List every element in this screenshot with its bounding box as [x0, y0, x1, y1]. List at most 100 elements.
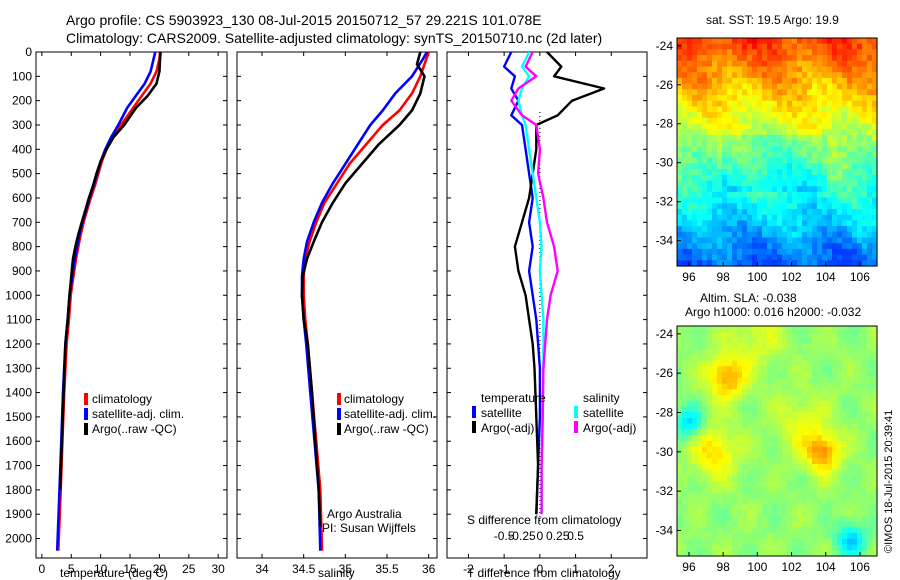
heatmap-cell — [772, 550, 778, 557]
heatmap-cell — [817, 521, 823, 528]
heatmap-cell — [842, 550, 848, 557]
heatmap-cell — [727, 377, 733, 385]
heatmap-cell — [712, 349, 718, 356]
heatmap-cell — [787, 481, 793, 488]
heatmap-cell — [822, 544, 828, 551]
heatmap-cell — [852, 395, 858, 402]
heatmap-cell — [707, 197, 713, 204]
heatmap-cell — [797, 174, 803, 182]
heatmap-cell — [697, 226, 703, 233]
heatmap-cell — [862, 77, 868, 85]
heatmap-cell — [682, 174, 688, 182]
heatmap-cell — [682, 395, 688, 402]
figure-title-line-2: Climatology: CARS2009. Satellite-adjuste… — [66, 30, 603, 46]
heatmap-cell — [837, 77, 843, 85]
heatmap-cell — [677, 243, 683, 250]
heatmap-cell — [682, 510, 688, 517]
heatmap-cell — [707, 492, 713, 500]
heatmap-cell — [712, 538, 718, 546]
heatmap-cell — [757, 203, 763, 210]
heatmap-cell — [762, 55, 768, 62]
heatmap-cell — [732, 498, 738, 505]
heatmap-cell — [737, 89, 743, 96]
heatmap-cell — [767, 360, 773, 367]
heatmap-cell — [857, 112, 863, 119]
heatmap-cell — [812, 100, 818, 107]
heatmap-cell — [712, 49, 718, 56]
heatmap-cell — [832, 226, 838, 233]
heatmap-cell — [787, 123, 793, 130]
heatmap-cell — [862, 331, 868, 339]
heatmap-cell — [692, 146, 698, 153]
heatmap-cell — [812, 43, 818, 50]
heatmap-cell — [752, 38, 758, 45]
heatmap-cell — [732, 469, 738, 477]
heatmap-cell — [872, 372, 878, 379]
heatmap-cell — [787, 377, 793, 385]
heatmap-cell — [682, 498, 688, 505]
heatmap-cell — [792, 123, 798, 130]
heatmap-cell — [862, 360, 868, 367]
heatmap-cell — [677, 100, 683, 107]
heatmap-cell — [777, 412, 783, 419]
heatmap-cell — [717, 366, 723, 373]
heatmap-cell — [687, 475, 693, 482]
heatmap-cell — [727, 106, 733, 113]
heatmap-cell — [767, 140, 773, 147]
heatmap-cell — [812, 418, 818, 425]
heatmap-cell — [812, 372, 818, 379]
heatmap-cell — [737, 169, 743, 176]
heatmap-cell — [732, 152, 738, 159]
heatmap-cell — [842, 220, 848, 227]
heatmap-cell — [847, 337, 853, 344]
heatmap-cell — [787, 498, 793, 505]
heatmap-cell — [762, 89, 768, 96]
heatmap-cell — [872, 395, 878, 402]
heatmap-cell — [827, 337, 833, 344]
heatmap-cell — [797, 360, 803, 367]
heatmap-cell — [712, 254, 718, 261]
heatmap-cell — [787, 77, 793, 85]
heatmap-cell — [727, 366, 733, 373]
heatmap-cell — [857, 146, 863, 153]
heatmap-cell — [762, 487, 768, 494]
heatmap-cell — [832, 146, 838, 153]
sla-map-frame — [676, 325, 878, 557]
heatmap-cell — [767, 231, 773, 239]
heatmap-cell — [772, 377, 778, 385]
heatmap-cell — [772, 418, 778, 425]
heatmap-cell — [692, 83, 698, 90]
heatmap-cell — [802, 243, 808, 250]
heatmap-cell — [717, 214, 723, 221]
heatmap-cell — [777, 441, 783, 448]
heatmap-cell — [867, 129, 873, 136]
heatmap-cell — [782, 243, 788, 250]
heatmap-cell — [762, 134, 768, 142]
depth-tick-label: 1600 — [5, 434, 32, 448]
heatmap-cell — [767, 180, 773, 187]
heatmap-cell — [787, 203, 793, 210]
heatmap-cell — [692, 510, 698, 517]
heatmap-cell — [817, 260, 823, 267]
heatmap-cell — [742, 169, 748, 176]
heatmap-cell — [812, 112, 818, 119]
heatmap-cell — [802, 475, 808, 482]
heatmap-cell — [797, 446, 803, 454]
heatmap-cell — [697, 458, 703, 465]
heatmap-cell — [842, 180, 848, 187]
heatmap-cell — [847, 343, 853, 350]
heatmap-cell — [842, 372, 848, 379]
heatmap-cell — [697, 163, 703, 170]
heatmap-cell — [747, 55, 753, 62]
heatmap-cell — [677, 134, 683, 142]
heatmap-cell — [807, 492, 813, 500]
heatmap-cell — [832, 521, 838, 528]
heatmap-cell — [727, 418, 733, 425]
heatmap-cell — [797, 395, 803, 402]
heatmap-cell — [787, 395, 793, 402]
heatmap-cell — [852, 389, 858, 396]
heatmap-cell — [822, 112, 828, 119]
heatmap-cell — [697, 191, 703, 199]
heatmap-cell — [797, 383, 803, 390]
heatmap-cell — [812, 95, 818, 102]
